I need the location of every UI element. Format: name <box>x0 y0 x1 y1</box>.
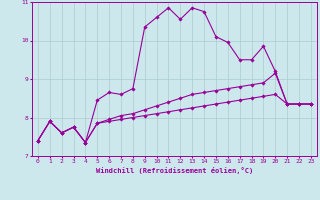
X-axis label: Windchill (Refroidissement éolien,°C): Windchill (Refroidissement éolien,°C) <box>96 167 253 174</box>
